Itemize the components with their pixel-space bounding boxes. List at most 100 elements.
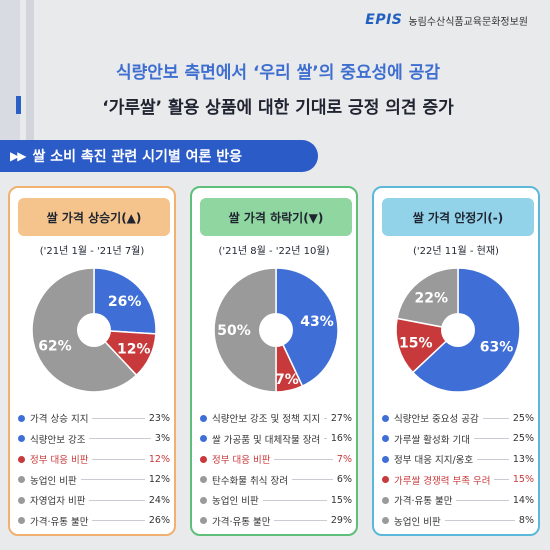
legend-leader-line — [494, 479, 509, 481]
legend-value: 14% — [512, 494, 534, 506]
legend-label: 가격·유통 불만 — [394, 496, 453, 508]
section-bar: ▶▶ 쌀 소비 촉진 관련 시기별 여론 반응 — [0, 140, 318, 172]
chart-title: 쌀 가격 상승기(▲) — [18, 198, 170, 236]
chart-panel: 쌀 가격 안정기(-) ('22년 11월 - 현재) 63% 15% 22% 식량안보 … — [372, 186, 540, 536]
pie-slice — [93, 267, 157, 335]
pie-data-label: 26% — [108, 294, 142, 310]
legend-label: 가루쌀 활성화 기대 — [394, 434, 470, 446]
legend-label: 가격·유통 불만 — [212, 516, 271, 528]
pie-data-label: 63% — [480, 340, 514, 356]
legend-dot-icon — [200, 476, 207, 484]
pie-data-label: 50% — [217, 323, 251, 339]
legend-leader-line — [456, 499, 509, 501]
legend-dot-icon — [200, 414, 207, 422]
legend-item: 가루쌀 경쟁력 부족 우려 15% — [382, 470, 534, 491]
legend-item: 농업인 비판 12% — [18, 470, 170, 491]
legend-label: 정부 대응 비판 — [30, 455, 89, 467]
legend-leader-line — [92, 458, 145, 460]
pie-data-label: 15% — [399, 335, 433, 351]
pie-slice — [275, 267, 339, 388]
chart-legend: 가격 상승 지지 23% 식량안보 강조 3% 정부 대응 비판 12% 농업인 비판 12%… — [18, 408, 170, 531]
legend-label: 탄수화물 취식 장려 — [212, 475, 288, 487]
chart-title: 쌀 가격 하락기(▼) — [200, 198, 352, 236]
legend-value: 26% — [148, 515, 170, 527]
legend-leader-line — [482, 417, 509, 419]
chart-panel: 쌀 가격 상승기(▲) ('21년 1월 - '21년 7월) 26% 12% 62% 가… — [8, 186, 176, 536]
legend-value: 16% — [330, 433, 352, 445]
headline-marker — [16, 96, 21, 114]
pie-data-label: 22% — [414, 291, 448, 307]
legend-value: 27% — [330, 412, 352, 424]
chart-panel: 쌀 가격 하락기(▼) ('21년 8월 - '22년 10월) 43% 7% 50% 식… — [190, 186, 358, 536]
legend-value: 25% — [512, 433, 534, 445]
legend-item: 식량안보 강조 및 정책 지지 27% — [200, 408, 352, 429]
legend-label: 가격·유통 불만 — [30, 516, 89, 528]
legend-label: 쌀 가공품 및 대체작물 장려 — [212, 434, 321, 446]
pie-slice — [396, 267, 459, 331]
legend-value: 6% — [336, 474, 352, 486]
legend-dot-icon — [382, 455, 389, 463]
legend-item: 식량안보 중요성 공감 25% — [382, 408, 534, 429]
chart-title: 쌀 가격 안정기(-) — [382, 198, 534, 236]
legend-value: 7% — [336, 453, 352, 465]
legend-value: 12% — [148, 474, 170, 486]
chart-period: ('21년 1월 - '21년 7월) — [39, 246, 145, 257]
legend-value: 3% — [154, 433, 170, 445]
legend-leader-line — [444, 520, 515, 522]
legend-item: 가격·유통 불만 29% — [200, 511, 352, 532]
legend-item: 농업인 비판 15% — [200, 490, 352, 511]
legend-dot-icon — [382, 435, 389, 443]
legend-dot-icon — [200, 455, 207, 463]
legend-item: 쌀 가공품 및 대체작물 장려 16% — [200, 429, 352, 450]
background-stripe — [0, 0, 20, 140]
legend-dot-icon — [18, 414, 25, 422]
legend-label: 식량안보 강조 및 정책 지지 — [212, 414, 321, 426]
legend-dot-icon — [200, 517, 207, 525]
brand-logo: EPIS — [365, 12, 403, 28]
pie-data-label: 43% — [300, 314, 334, 330]
legend-value: 25% — [512, 412, 534, 424]
legend-item: 가격·유통 불만 26% — [18, 511, 170, 532]
legend-leader-line — [324, 438, 327, 440]
background-stripe — [26, 0, 34, 140]
legend-leader-line — [262, 499, 327, 501]
legend-label: 가격 상승 지지 — [30, 414, 89, 426]
legend-leader-line — [89, 499, 145, 501]
legend-item: 농업인 비판 8% — [382, 511, 534, 532]
legend-dot-icon — [18, 476, 25, 484]
chart-legend: 식량안보 중요성 공감 25% 가루쌀 활성화 기대 25% 정부 대응 지지/옹호 13… — [382, 408, 534, 531]
legend-dot-icon — [200, 435, 207, 443]
headline-line1: 식량안보 측면에서 ‘우리 쌀’의 중요성에 공감 — [115, 63, 441, 83]
legend-leader-line — [291, 479, 333, 481]
legend-dot-icon — [18, 496, 25, 504]
legend-value: 15% — [330, 494, 352, 506]
legend-label: 농업인 비판 — [394, 516, 441, 528]
pie-chart: 43% 7% 50% — [213, 267, 339, 393]
legend-label: 농업인 비판 — [30, 475, 77, 487]
pie-data-label: 12% — [117, 342, 151, 358]
legend-leader-line — [274, 520, 327, 522]
legend-dot-icon — [18, 455, 25, 463]
legend-item: 정부 대응 지지/옹호 13% — [382, 449, 534, 470]
section-title: 쌀 소비 촉진 관련 시기별 여론 반응 — [32, 149, 243, 165]
pie-chart: 26% 12% 62% — [31, 267, 157, 393]
legend-label: 자영업자 비판 — [30, 496, 86, 508]
headline: 식량안보 측면에서 ‘우리 쌀’의 중요성에 공감 ‘가루쌀’ 활용 상품에 대… — [38, 58, 518, 118]
legend-item: 탄수화물 취식 장려 6% — [200, 470, 352, 491]
legend-value: 24% — [148, 494, 170, 506]
legend-label: 정부 대응 비판 — [212, 455, 271, 467]
legend-label: 식량안보 중요성 공감 — [394, 414, 479, 426]
legend-dot-icon — [382, 517, 389, 525]
legend-item: 가루쌀 활성화 기대 25% — [382, 429, 534, 450]
legend-label: 가루쌀 경쟁력 부족 우려 — [394, 475, 491, 487]
legend-item: 정부 대응 비판 7% — [200, 449, 352, 470]
legend-leader-line — [92, 520, 145, 522]
legend-dot-icon — [382, 496, 389, 504]
legend-leader-line — [274, 458, 333, 460]
legend-value: 12% — [148, 453, 170, 465]
chart-period: ('22년 11월 - 현재) — [413, 246, 499, 257]
legend-dot-icon — [382, 476, 389, 484]
headline-line2: ‘가루쌀’ 활용 상품에 대한 기대로 긍정 의견 증가 — [102, 98, 454, 118]
pie-slice — [213, 267, 277, 393]
pie-data-label: 62% — [38, 338, 72, 354]
